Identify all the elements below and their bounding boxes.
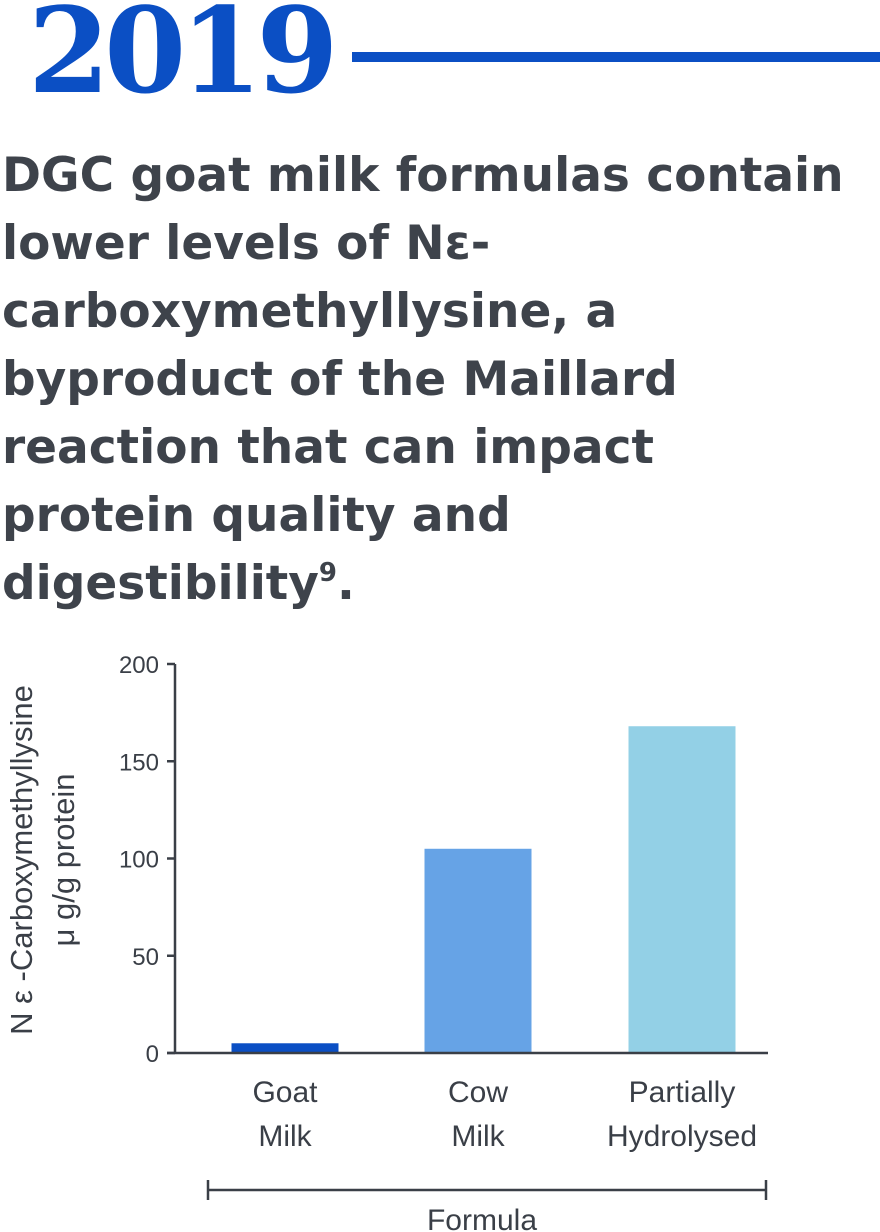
bar	[424, 848, 532, 1053]
y-axis: 0 50 100 150 200	[119, 652, 177, 1068]
year-rule-line	[352, 52, 880, 62]
y-axis-title-line-2: μ g/g protein	[46, 774, 81, 947]
headline-text: DGC goat milk formulas contain lower lev…	[2, 148, 844, 611]
x-category-label: Goat Milk	[252, 1076, 318, 1153]
y-tick-label: 200	[119, 652, 159, 679]
x-axis-bracket: Formula	[206, 1180, 768, 1232]
bar	[231, 1043, 339, 1053]
y-tick-label: 50	[132, 944, 159, 971]
x-category-label-line: Goat	[252, 1076, 318, 1109]
x-axis: Goat Milk Cow Milk Partially Hydrolysed	[167, 1051, 768, 1153]
x-category-label-line: Partially	[629, 1076, 736, 1109]
x-category-label: Cow Milk	[448, 1076, 508, 1153]
footnote-reference: 9	[318, 558, 337, 588]
x-category-label-line: Hydrolysed	[607, 1120, 757, 1153]
y-axis-title: N ε -Carboxymethyllysine μ g/g protein	[4, 685, 81, 1035]
y-axis-label: N ε -Carboxymethyllysine μ g/g protein	[4, 685, 81, 1035]
bars	[231, 726, 736, 1053]
bar-chart: N ε -Carboxymethyllysine μ g/g protein 0 5…	[4, 652, 768, 1232]
y-tick-label: 150	[119, 749, 159, 776]
year-heading: 2019	[28, 0, 338, 120]
x-axis-title: Formula	[427, 1204, 537, 1232]
x-category-label-line: Cow	[448, 1076, 508, 1109]
headline: DGC goat milk formulas contain lower lev…	[2, 142, 862, 618]
bar	[628, 726, 736, 1053]
headline-period: .	[337, 556, 355, 611]
y-axis-title-line-1: N ε -Carboxymethyllysine	[4, 685, 39, 1035]
y-tick-label: 100	[119, 847, 159, 874]
x-category-label-line: Milk	[258, 1120, 312, 1153]
x-category-label: Partially Hydrolysed	[607, 1076, 757, 1153]
x-category-label-line: Milk	[451, 1120, 505, 1153]
y-tick-label: 0	[146, 1041, 159, 1068]
